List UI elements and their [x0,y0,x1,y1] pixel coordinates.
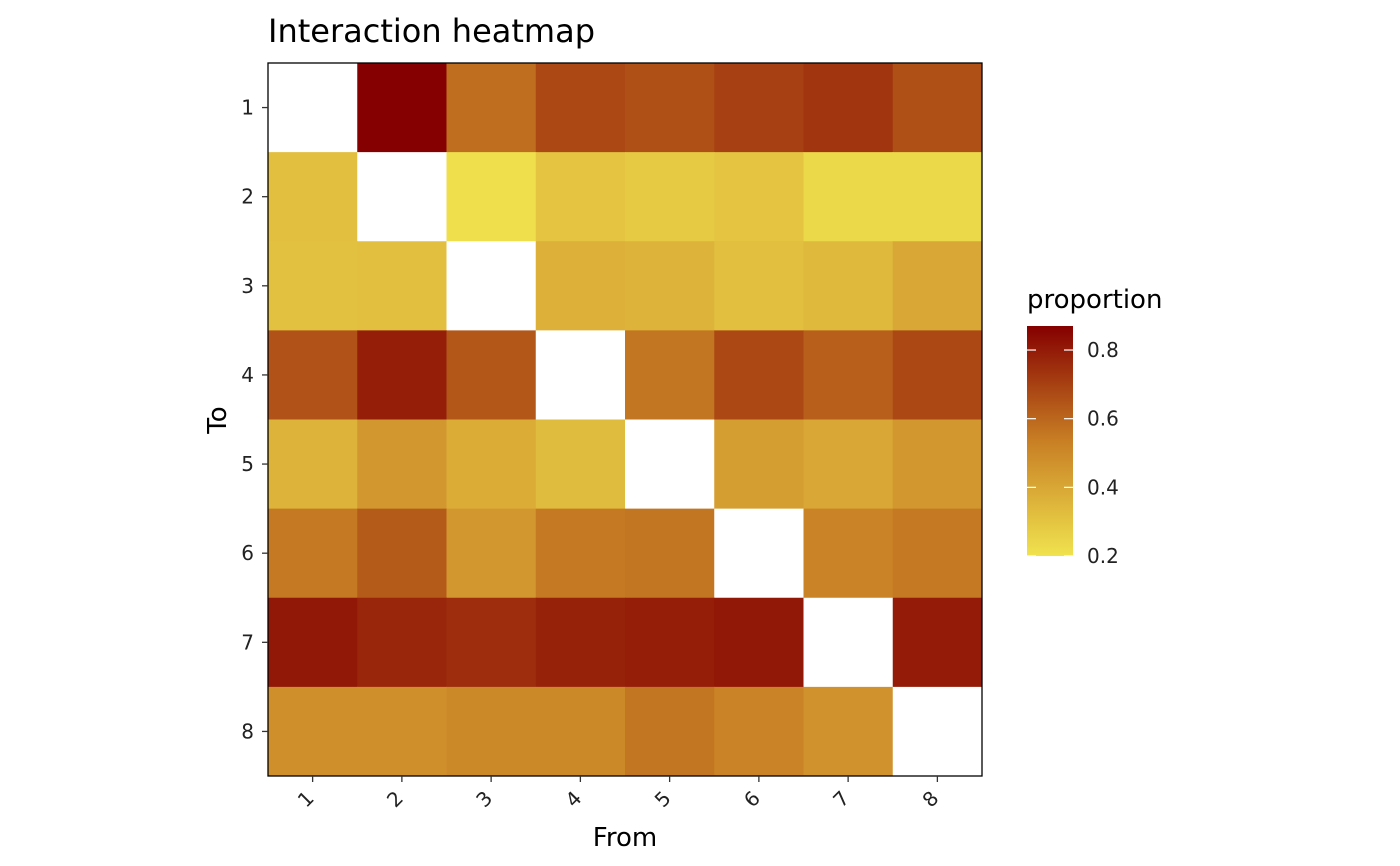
heatmap-cell [625,597,715,688]
heatmap-cell [625,152,715,242]
heatmap-cell [535,241,626,331]
heatmap-cell [446,508,537,599]
heatmap-cell [892,63,983,153]
heatmap-cell [357,597,447,688]
heatmap-cell [268,63,358,153]
heatmap-cell [268,686,358,777]
legend-tick-label: 0.6 [1087,407,1119,431]
y-tick-label: 6 [241,541,254,565]
heatmap-cell [535,597,626,688]
x-tick-label: 4 [560,786,586,812]
heatmap-cell [268,597,358,688]
heatmap-cell [803,419,894,510]
x-tick-label: 5 [650,786,676,812]
heatmap-cell [535,152,626,242]
y-tick-label: 7 [241,630,254,654]
heatmap-cell [625,241,715,331]
heatmap-cell [625,330,715,420]
heatmap-cell [803,508,894,599]
heatmap-cell [357,241,447,331]
x-tick-label: 1 [293,786,319,812]
heatmap-cell [357,686,447,777]
legend-title: proportion [1027,285,1162,315]
heatmap-cell [892,152,983,242]
y-tick-label: 2 [241,185,254,209]
heatmap-cell [446,419,537,510]
x-tick-label: 6 [739,786,765,812]
heatmap-cell [268,508,358,599]
plot-panel-border [267,62,983,777]
heatmap-cell [446,686,537,777]
heatmap-cell [625,63,715,153]
y-tick-label: 8 [241,719,254,743]
heatmap-cell [535,686,626,777]
heatmap-cell [535,508,626,599]
heatmap-cell [625,419,715,510]
chart-title: Interaction heatmap [268,12,595,50]
heatmap-cell [357,63,447,153]
heatmap-cell [803,152,894,242]
heatmap-cell [357,152,447,242]
legend-ticks: 0.8 0.6 0.4 0.2 [1027,338,1119,568]
heatmap-cell [535,63,626,153]
y-tick-label: 3 [241,274,254,298]
y-tick-label: 1 [241,96,254,120]
heatmap-cell [535,330,626,420]
x-tick-label: 7 [828,786,854,812]
y-tick-label: 4 [241,363,254,387]
heatmap-cell [714,597,804,688]
legend-tick-label: 0.8 [1087,338,1119,362]
heatmap-cell [714,330,804,420]
heatmap-cell [803,330,894,420]
legend-tick-label: 0.4 [1087,475,1119,499]
y-axis-title: To [203,406,233,434]
x-axis: 1 2 3 4 5 6 7 8 [293,776,943,812]
x-tick-label: 8 [917,786,943,812]
heatmap-cell [803,597,894,688]
heatmap-cell [446,63,537,153]
y-axis: 1 2 3 4 5 6 7 8 [241,96,268,743]
heatmap-cell [892,508,983,599]
heatmap-cell [714,241,804,331]
x-tick-label: 3 [471,786,497,812]
heatmap-cell [892,686,983,777]
legend-tick-label: 0.2 [1087,544,1119,568]
heatmap-cell [268,330,358,420]
heatmap-cell [357,508,447,599]
heatmap-cell [446,152,537,242]
heatmap-cell [714,63,804,153]
heatmap-cell [446,330,537,420]
x-axis-title: From [593,823,657,853]
legend-colorbar [1027,326,1073,556]
heatmap-cell [446,241,537,331]
heatmap-cell [625,508,715,599]
y-tick-label: 5 [241,452,254,476]
heatmap-cell [714,686,804,777]
heatmap-cell [714,152,804,242]
heatmap-cell [892,241,983,331]
heatmap-cell [892,330,983,420]
x-tick-label: 2 [382,786,408,812]
heatmap-cell [357,419,447,510]
heatmap-cell [446,597,537,688]
legend: proportion 0.8 0.6 0.4 0.2 [1027,285,1162,568]
heatmap-cell [803,241,894,331]
heatmap-cell [714,508,804,599]
heatmap-cell [892,597,983,688]
heatmap-cells [268,63,983,777]
heatmap-cell [535,419,626,510]
heatmap-cell [268,419,358,510]
heatmap-cell [803,63,894,153]
heatmap-cell [625,686,715,777]
heatmap-cell [357,330,447,420]
heatmap-cell [892,419,983,510]
heatmap-cell [268,241,358,331]
heatmap-cell [714,419,804,510]
heatmap-cell [803,686,894,777]
heatmap-cell [268,152,358,242]
